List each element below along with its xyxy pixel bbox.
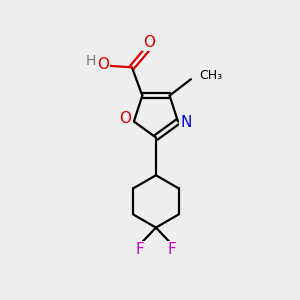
Text: N: N: [181, 116, 192, 130]
Text: H: H: [86, 53, 96, 68]
Text: F: F: [136, 242, 144, 257]
Text: O: O: [120, 111, 132, 126]
Text: O: O: [97, 57, 109, 72]
Text: F: F: [168, 242, 176, 257]
Text: CH₃: CH₃: [199, 69, 222, 82]
Text: O: O: [143, 35, 155, 50]
